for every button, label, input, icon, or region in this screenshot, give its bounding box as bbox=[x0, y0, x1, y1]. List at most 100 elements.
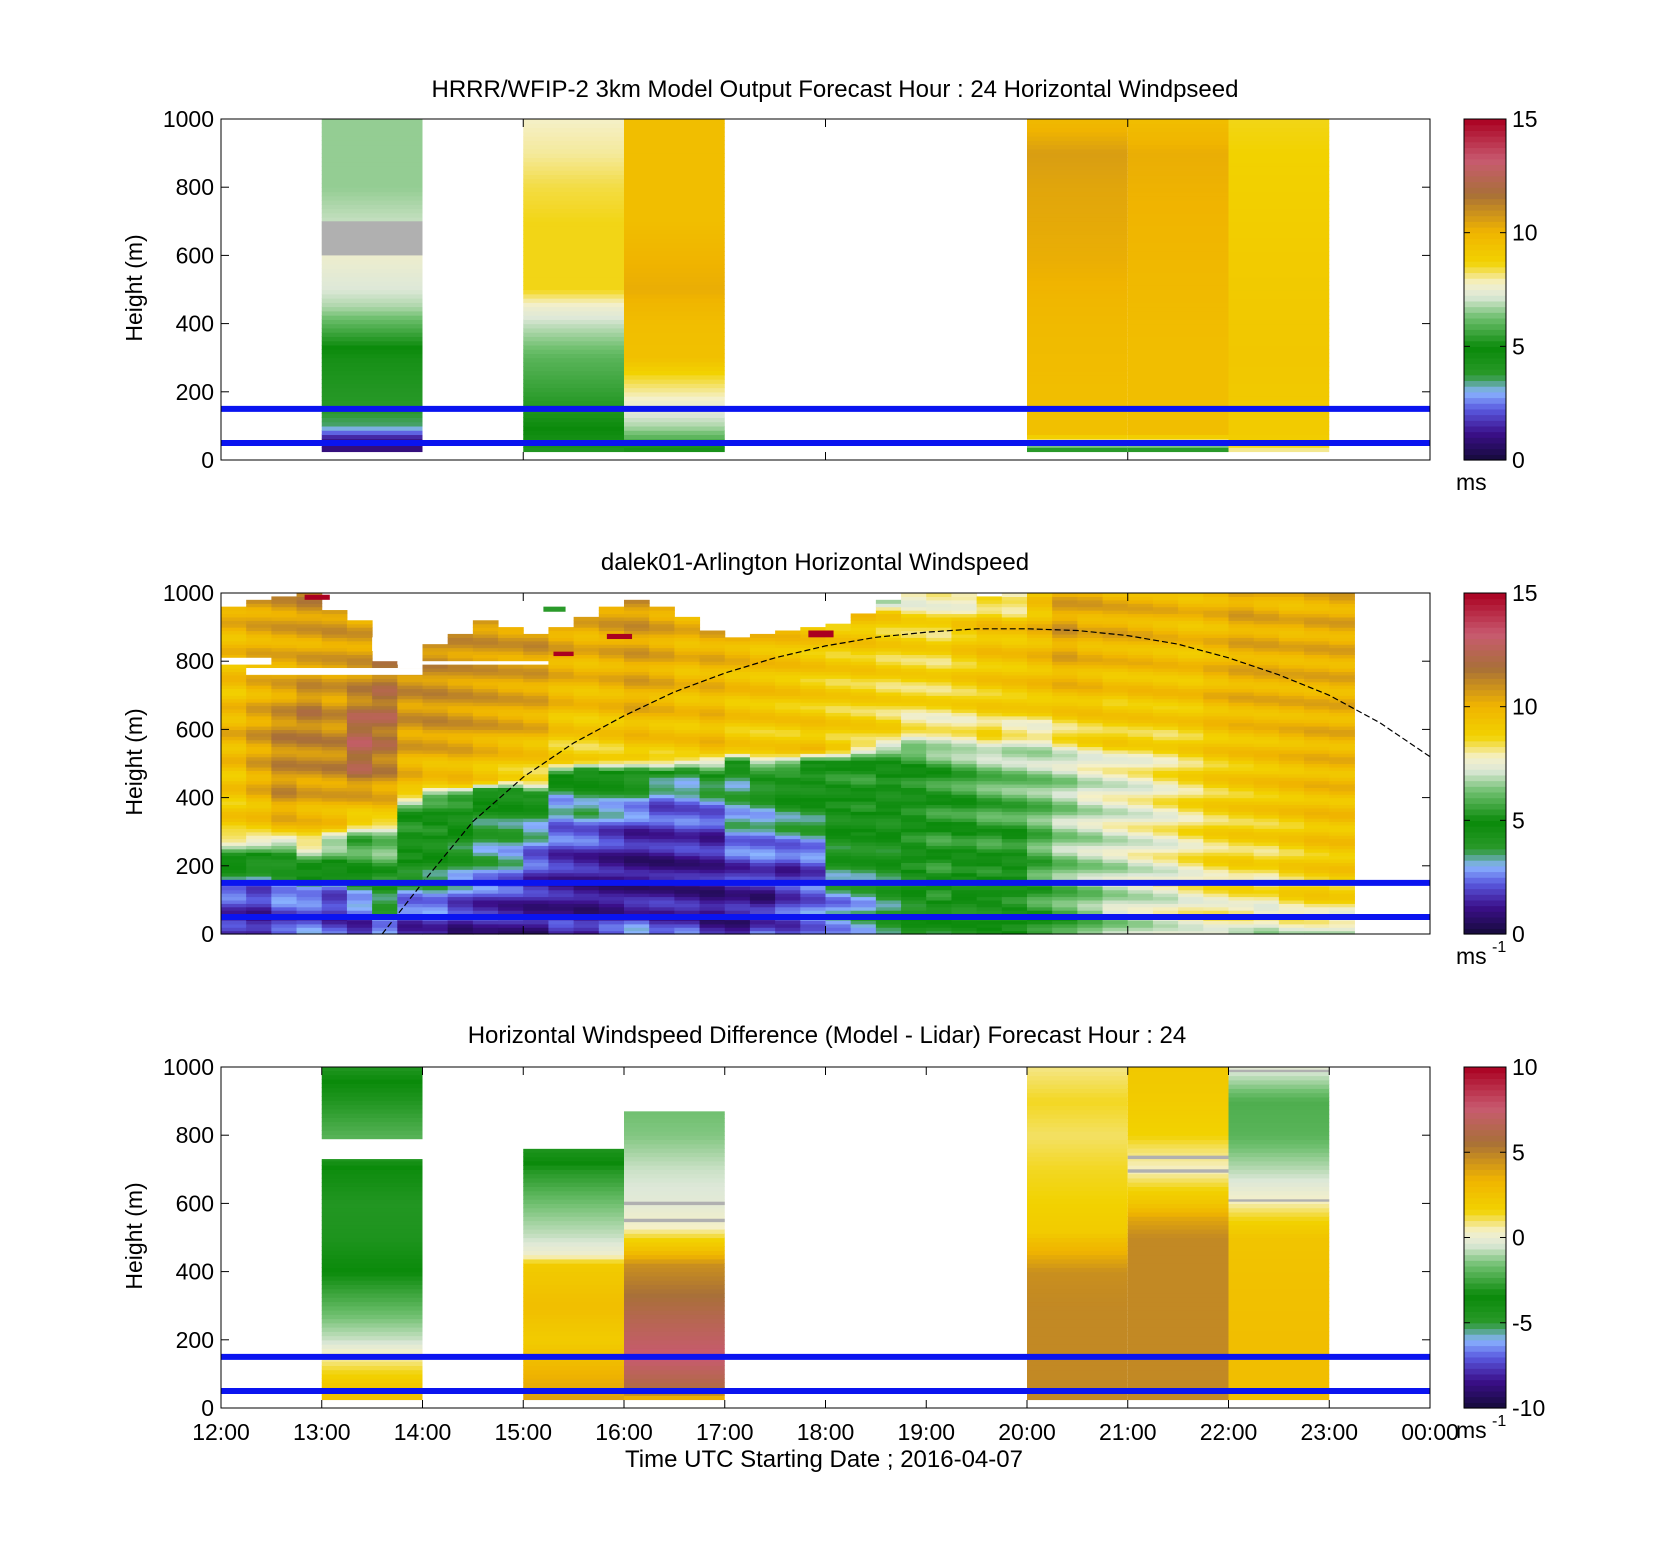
heatmap-cell bbox=[1278, 801, 1305, 806]
heatmap-cell bbox=[271, 903, 298, 908]
heatmap-cell bbox=[472, 797, 499, 802]
heatmap-cell bbox=[498, 845, 524, 850]
heatmap-cell bbox=[321, 790, 348, 795]
heatmap-cell bbox=[1027, 743, 1053, 748]
heatmap-cell bbox=[573, 644, 600, 649]
heatmap-cell bbox=[749, 821, 776, 826]
heatmap-cell bbox=[624, 315, 725, 320]
heatmap-cell bbox=[296, 599, 323, 604]
heatmap-cell bbox=[422, 766, 449, 771]
heatmap-cell bbox=[1203, 633, 1229, 638]
heatmap-cell bbox=[346, 661, 373, 666]
heatmap-cell bbox=[598, 715, 625, 720]
data-gap bbox=[447, 593, 524, 607]
heatmap-cell bbox=[1027, 828, 1053, 833]
heatmap-cell bbox=[1027, 374, 1128, 380]
heatmap-cell bbox=[1253, 664, 1280, 669]
heatmap-cell bbox=[724, 702, 751, 707]
heatmap-cell bbox=[221, 674, 247, 679]
heatmap-cell bbox=[548, 848, 575, 853]
heatmap-cell bbox=[321, 838, 348, 843]
heatmap-cell bbox=[1253, 930, 1280, 935]
heatmap-cell bbox=[749, 708, 776, 713]
heatmap-cell bbox=[775, 872, 801, 877]
heatmap-cell bbox=[271, 838, 298, 843]
heatmap-cell bbox=[724, 671, 751, 676]
heatmap-cell bbox=[1203, 794, 1229, 799]
heatmap-cell bbox=[1027, 712, 1053, 717]
heatmap-cell bbox=[523, 238, 624, 244]
heatmap-cell bbox=[246, 688, 272, 693]
heatmap-cell bbox=[624, 613, 650, 618]
heatmap-cell bbox=[1329, 623, 1355, 628]
heatmap-cell bbox=[296, 896, 323, 901]
heatmap-cell bbox=[1178, 790, 1204, 795]
heatmap-cell bbox=[1001, 801, 1028, 806]
heatmap-cell bbox=[825, 760, 852, 765]
heatmap-cell bbox=[1077, 821, 1104, 826]
heatmap-cell bbox=[397, 749, 423, 754]
heatmap-cell bbox=[321, 327, 423, 333]
heatmap-cell bbox=[775, 719, 801, 724]
heatmap-cell bbox=[1152, 852, 1179, 857]
heatmap-cell bbox=[1329, 637, 1355, 642]
heatmap-cell bbox=[699, 644, 726, 649]
heatmap-cell bbox=[523, 366, 624, 372]
heatmap-cell bbox=[221, 801, 247, 806]
heatmap-cell bbox=[951, 657, 978, 662]
heatmap-cell bbox=[372, 811, 398, 816]
heatmap-cell bbox=[951, 804, 978, 809]
heatmap-cell bbox=[372, 797, 398, 802]
heatmap-cell bbox=[1329, 657, 1355, 662]
heatmap-cell bbox=[800, 681, 826, 686]
heatmap-cell bbox=[346, 845, 373, 850]
heatmap-cell bbox=[221, 903, 247, 908]
heatmap-cell bbox=[1203, 814, 1229, 819]
heatmap-cell bbox=[1102, 606, 1129, 611]
heatmap-cell bbox=[1203, 807, 1229, 812]
heatmap-cell bbox=[1152, 630, 1179, 635]
heatmap-cell bbox=[901, 818, 927, 823]
heatmap-cell bbox=[976, 773, 1003, 778]
heatmap-cell bbox=[1027, 344, 1128, 350]
heatmap-cell bbox=[598, 923, 625, 928]
heatmap-cell bbox=[976, 599, 1003, 604]
heatmap-cell bbox=[775, 780, 801, 785]
heatmap-cell bbox=[1228, 828, 1255, 833]
heatmap-cell bbox=[1027, 647, 1053, 652]
heatmap-cell bbox=[447, 671, 474, 676]
heatmap-cell bbox=[1304, 650, 1330, 655]
heatmap-cell bbox=[674, 647, 701, 652]
colorbar-swatch bbox=[1464, 420, 1506, 427]
heatmap-cell bbox=[749, 886, 776, 891]
heatmap-cell bbox=[1329, 678, 1355, 683]
heatmap-cell bbox=[472, 732, 499, 737]
heatmap-cell bbox=[825, 903, 852, 908]
heatmap-cell bbox=[246, 903, 272, 908]
heatmap-cell bbox=[1278, 773, 1305, 778]
heatmap-cell bbox=[649, 783, 675, 788]
heatmap-cell bbox=[1228, 259, 1330, 265]
heatmap-cell bbox=[372, 661, 398, 666]
heatmap-cell bbox=[1304, 671, 1330, 676]
heatmap-cell bbox=[1228, 221, 1330, 227]
heatmap-cell bbox=[951, 886, 978, 891]
heatmap-cell bbox=[1304, 797, 1330, 802]
heatmap-cell bbox=[875, 647, 902, 652]
heatmap-cell bbox=[1329, 787, 1355, 792]
heatmap-cell bbox=[346, 715, 373, 720]
heatmap-cell bbox=[951, 780, 978, 785]
heatmap-cell bbox=[1329, 749, 1355, 754]
heatmap-cell bbox=[1228, 787, 1255, 792]
heatmap-cell bbox=[598, 811, 625, 816]
heatmap-cell bbox=[674, 633, 701, 638]
heatmap-cell bbox=[624, 263, 725, 269]
heatmap-cell bbox=[1027, 753, 1053, 758]
heatmap-cell bbox=[1027, 773, 1053, 778]
heatmap-cell bbox=[271, 794, 298, 799]
heatmap-cell bbox=[850, 763, 877, 768]
heatmap-cell bbox=[724, 766, 751, 771]
heatmap-cell bbox=[346, 930, 373, 935]
heatmap-cell bbox=[246, 722, 272, 727]
heatmap-cell bbox=[926, 756, 952, 761]
